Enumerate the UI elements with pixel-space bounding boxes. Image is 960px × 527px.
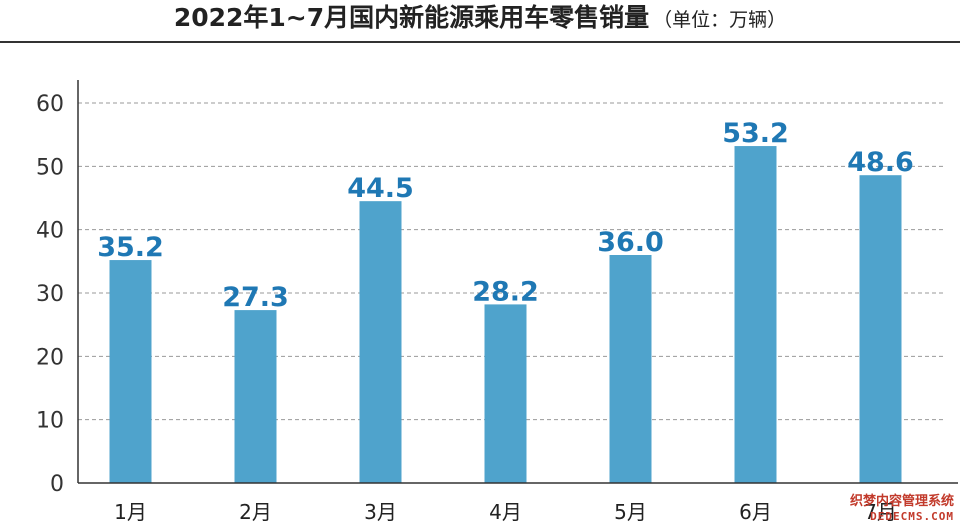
watermark-url: DEDECMS.COM [870, 510, 954, 523]
x-tick-label: 7月 [864, 500, 897, 524]
value-label: 27.3 [222, 282, 289, 313]
grid-lines [78, 102, 945, 421]
bar [609, 255, 652, 483]
y-tick-label: 30 [36, 282, 64, 307]
value-label: 44.5 [347, 173, 414, 204]
bar [859, 175, 902, 483]
x-tick-label: 1月 [114, 500, 147, 524]
value-label: 35.2 [97, 232, 164, 263]
y-tick-labels: 0 10 20 30 40 50 60 [36, 92, 64, 497]
x-tick-label: 5月 [614, 500, 647, 524]
bar [484, 304, 527, 483]
y-tick-label: 10 [36, 409, 64, 434]
watermark-logo: 织梦内容管理系统 DEDECMS.COM [834, 494, 954, 523]
y-tick-label: 40 [36, 219, 64, 244]
value-label: 28.2 [472, 276, 539, 307]
watermark-text: 织梦内容管理系统 [849, 494, 954, 509]
axes [77, 80, 958, 484]
x-tick-label: 4月 [489, 500, 522, 524]
y-tick-label: 50 [36, 155, 64, 180]
x-tick-label: 3月 [364, 500, 397, 524]
x-tick-labels: 1月 2月 3月 4月 5月 6月 7月 [114, 500, 897, 524]
x-tick-label: 2月 [239, 500, 272, 524]
chart-unit-note: （单位：万辆） [653, 9, 787, 31]
chart-title: 2022年1~7月国内新能源乘用车零售销量 [173, 3, 650, 32]
y-tick-label: 60 [36, 92, 64, 117]
value-label: 53.2 [722, 118, 789, 149]
chart-title-row: 2022年1~7月国内新能源乘用车零售销量 （单位：万辆） [0, 0, 960, 36]
y-tick-label: 0 [50, 472, 64, 497]
bar [109, 260, 152, 483]
value-labels: 35.2 27.3 44.5 28.2 36.0 53.2 48.6 [97, 118, 914, 313]
bar [734, 146, 777, 484]
value-label: 36.0 [597, 227, 664, 258]
value-label: 48.6 [847, 147, 914, 178]
bar [359, 201, 402, 483]
bars [109, 146, 902, 484]
title-divider [0, 41, 960, 43]
y-tick-label: 20 [36, 345, 64, 370]
bar [234, 310, 277, 483]
x-tick-label: 6月 [739, 500, 772, 524]
